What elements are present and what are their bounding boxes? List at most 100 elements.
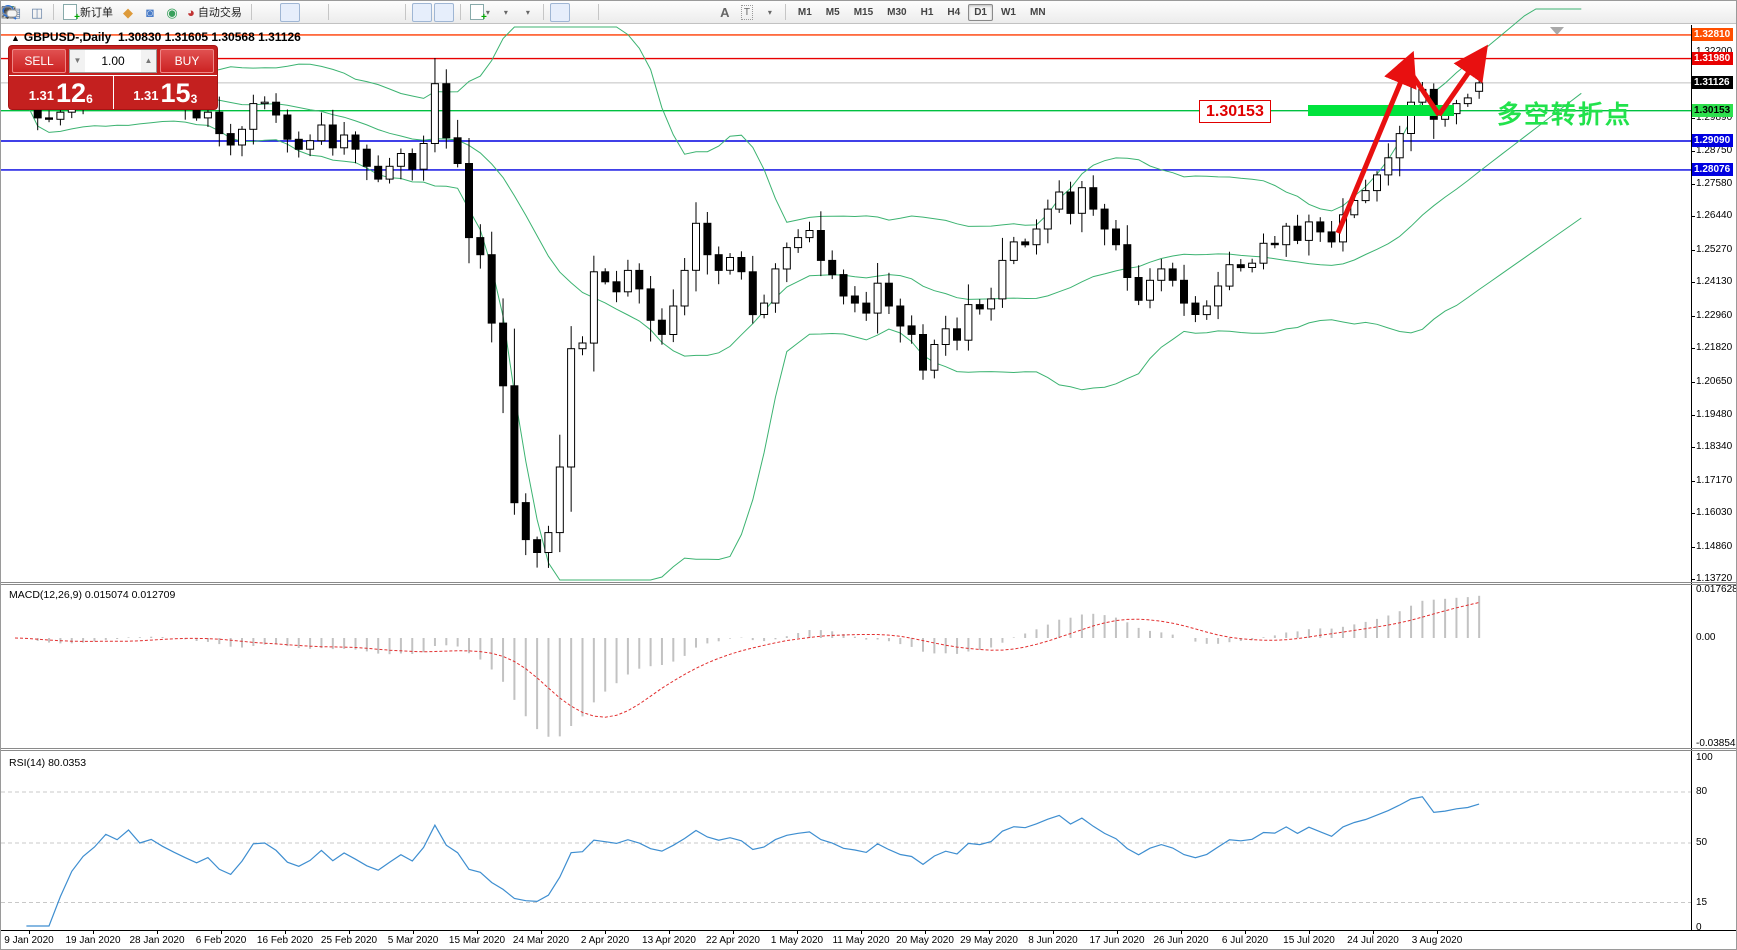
template-icon[interactable]: ▾ xyxy=(1,3,537,22)
timeframe-m15[interactable]: M15 xyxy=(853,6,874,18)
price-axis-tick-label: 1.19480 xyxy=(1696,409,1733,420)
price-axis-tick-label: 1.20650 xyxy=(1696,376,1733,387)
date-axis-tick xyxy=(541,930,542,934)
sell-price[interactable]: 1.31 12 6 xyxy=(9,76,114,109)
main-chart-canvas[interactable] xyxy=(1,8,1691,950)
price-axis-tick-label: 1.24130 xyxy=(1696,276,1733,287)
channel-icon[interactable]: E xyxy=(1,3,691,22)
candlestick-chart-icon[interactable] xyxy=(4,2,300,22)
macd-canvas[interactable] xyxy=(1,584,1691,748)
volume-stepper[interactable]: ▼ 1.00 ▲ xyxy=(69,48,157,73)
chart-shift-icon[interactable] xyxy=(2,2,454,22)
vertical-line-icon[interactable] xyxy=(5,3,625,22)
indicators-icon[interactable]: + ▾ xyxy=(467,3,493,23)
date-axis-label: 25 Feb 2020 xyxy=(320,935,378,946)
text-label-icon[interactable]: T xyxy=(737,3,757,22)
trend-arrows[interactable] xyxy=(1335,44,1489,234)
buy-price-small: 1.31 xyxy=(133,88,159,103)
crosshair-icon[interactable] xyxy=(2,3,592,22)
date-axis-tick xyxy=(93,930,94,934)
buy-price-big: 15 xyxy=(160,78,191,108)
support-zone-highlight[interactable] xyxy=(1308,105,1454,116)
date-axis-tick xyxy=(1245,930,1246,934)
volume-value[interactable]: 1.00 xyxy=(101,53,125,68)
rsi-canvas[interactable] xyxy=(1,750,1691,928)
price-axis-tick xyxy=(1691,282,1695,283)
panel-splitter-macd[interactable] xyxy=(1,582,1736,583)
price-badge-128076: 1.28076 xyxy=(1692,163,1734,176)
period-icon[interactable]: ▾ xyxy=(1,3,515,22)
date-axis-tick xyxy=(925,930,926,934)
price-axis-tick xyxy=(1691,151,1695,152)
date-axis-label: 6 Feb 2020 xyxy=(195,935,247,946)
rsi-label: RSI(14) 80.0353 xyxy=(9,757,87,769)
volume-down-button[interactable]: ▼ xyxy=(70,49,85,72)
horizontal-line-icon[interactable] xyxy=(2,3,647,22)
timeframe-d1[interactable]: D1 xyxy=(968,3,993,21)
timeframe-w1[interactable]: W1 xyxy=(1000,6,1016,18)
arrows-icon[interactable]: ▾ xyxy=(2,3,779,22)
date-axis-label: 24 Mar 2020 xyxy=(512,935,570,946)
toolbar: ▤◫+新订单◆◙◉◕自动交易+▾▾▾EFAT▾M1M5M15M30H1H4D1W… xyxy=(1,1,1736,24)
date-axis-tick xyxy=(1117,930,1118,934)
new-order-button[interactable]: + 新订单 xyxy=(60,3,116,23)
market-watch-icon[interactable]: ◫ xyxy=(30,4,44,20)
price-axis-tick-label: 1.27580 xyxy=(1696,178,1733,189)
timeframe-m5[interactable]: M5 xyxy=(825,6,840,18)
price-badge-131126: 1.31126 xyxy=(1692,76,1733,89)
price-axis-tick xyxy=(1691,415,1695,416)
price-axis-separator xyxy=(1691,25,1692,930)
buy-price-sup: 3 xyxy=(190,92,198,106)
date-axis-tick xyxy=(989,930,990,934)
chart-shift-marker[interactable] xyxy=(1550,27,1564,35)
price-axis-tick-label: 1.32200 xyxy=(1696,46,1736,57)
volume-up-button[interactable]: ▲ xyxy=(141,49,156,72)
date-axis-label: 20 May 2020 xyxy=(896,935,954,946)
timeframe-m30[interactable]: M30 xyxy=(887,6,907,18)
auto-scroll-icon[interactable] xyxy=(2,2,432,22)
pivot-note-text[interactable]: 多空转折点 xyxy=(1497,100,1633,129)
date-axis-tick xyxy=(349,930,350,934)
macd-axis-label: 0.00 xyxy=(1696,632,1716,643)
panel-splitter-rsi[interactable] xyxy=(1,748,1736,749)
bar-chart-icon[interactable] xyxy=(3,3,278,22)
timeframe-h1[interactable]: H1 xyxy=(920,6,934,18)
timeframe-mn[interactable]: MN xyxy=(1029,6,1046,18)
expert-advisor-icon[interactable]: ◆ xyxy=(123,4,133,20)
panel-splitter-macd-2 xyxy=(1,584,1736,585)
chat-icon[interactable] xyxy=(1,3,1728,22)
toolbar-separator xyxy=(250,4,252,20)
signal-icon[interactable]: ◉ xyxy=(166,4,178,20)
zoom-out-icon[interactable] xyxy=(2,3,377,22)
sell-button[interactable]: SELL xyxy=(12,48,66,73)
fibonacci-icon[interactable]: F xyxy=(2,3,713,22)
price-axis-tick-label: 1.25270 xyxy=(1696,244,1733,255)
line-chart-icon[interactable] xyxy=(1,3,322,22)
date-axis-label: 5 Mar 2020 xyxy=(387,935,439,946)
date-axis-label: 8 Jun 2020 xyxy=(1028,935,1078,946)
buy-button[interactable]: BUY xyxy=(160,48,214,73)
date-axis-tick xyxy=(157,930,158,934)
price-axis-tick-label: 1.16030 xyxy=(1696,507,1733,518)
cursor-icon[interactable] xyxy=(4,2,570,22)
support-price-callout[interactable]: 1.30153 xyxy=(1199,100,1271,123)
search-icon[interactable] xyxy=(2,3,1700,22)
text-icon[interactable]: A xyxy=(720,4,730,20)
sell-price-sup: 6 xyxy=(86,92,93,106)
price-axis-tick xyxy=(1691,250,1695,251)
rsi-axis-label: 50 xyxy=(1696,837,1708,848)
price-axis-tick-label: 1.13720 xyxy=(1696,573,1733,584)
profile-icon[interactable]: ◙ xyxy=(146,4,154,20)
auto-trading-button[interactable]: ◕ 自动交易 xyxy=(187,4,242,20)
price-axis-tick-label: 1.22960 xyxy=(1696,310,1733,321)
zoom-in-icon[interactable] xyxy=(2,3,355,22)
buy-price[interactable]: 1.31 15 3 xyxy=(114,76,218,109)
timeframe-h4[interactable]: H4 xyxy=(947,6,961,18)
date-axis-tick xyxy=(861,930,862,934)
date-axis-label: 2 Apr 2020 xyxy=(580,935,630,946)
date-axis-tick xyxy=(285,930,286,934)
trendline-icon[interactable] xyxy=(2,3,669,22)
date-axis-tick xyxy=(29,930,30,934)
timeframe-m1[interactable]: M1 xyxy=(797,6,812,18)
tile-windows-icon[interactable] xyxy=(2,3,399,22)
